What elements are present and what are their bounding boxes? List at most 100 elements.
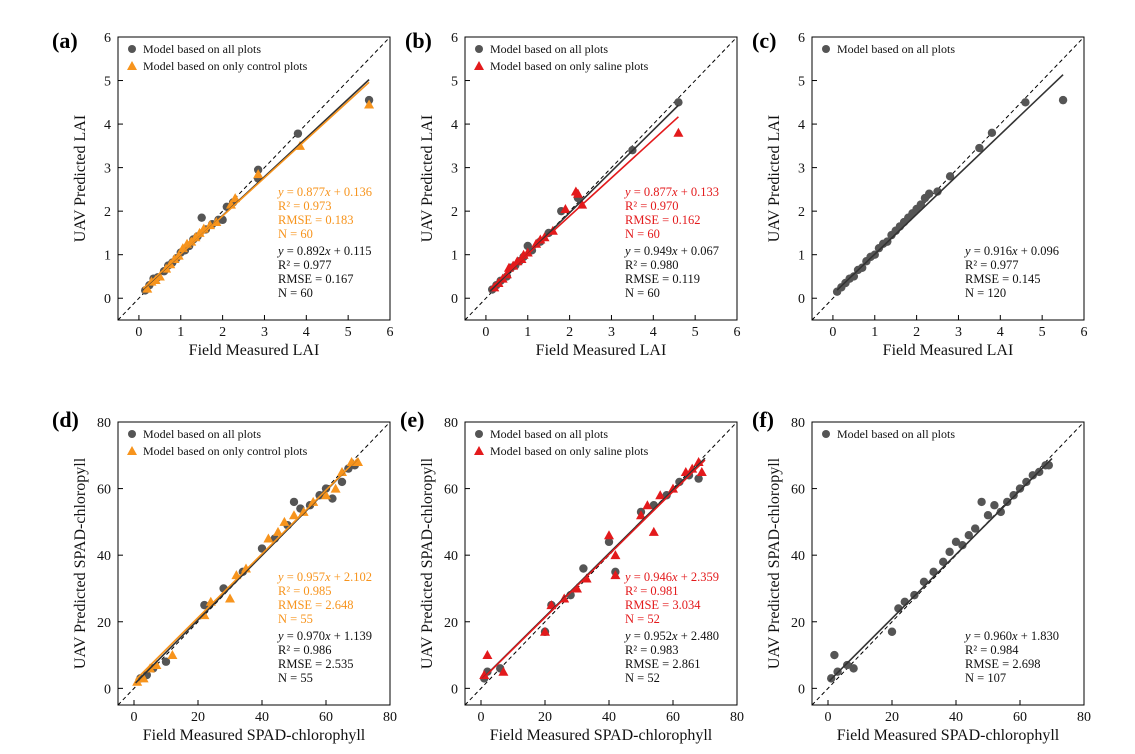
stat-intercept: + 2.480 [678, 629, 719, 643]
y-tick-label: 4 [104, 118, 111, 133]
data-point [167, 650, 178, 660]
legend-entry: Model based on all plots [490, 42, 608, 56]
stat-line: R² = 0.985 [278, 584, 332, 598]
data-point [579, 564, 588, 573]
legend-entry: Model based on all plots [143, 427, 261, 441]
plot-frame [811, 36, 1085, 321]
x-tick-label: 40 [949, 710, 963, 725]
y-tick-label: 6 [798, 31, 805, 46]
stat-line: y = 0.916x + 0.096 [963, 244, 1059, 258]
legend-entry: Model based on all plots [143, 42, 261, 56]
data-point [1058, 95, 1068, 105]
x-axis-label: Field Measured SPAD-chlorophyll [837, 727, 1060, 744]
data-point [263, 533, 274, 543]
stat-x-var: x [324, 244, 331, 258]
y-tick-label: 0 [104, 292, 111, 307]
data-point [289, 510, 299, 520]
data-point [1021, 98, 1030, 107]
legend-entry: Model based on all plots [837, 427, 955, 441]
series-subset-plots [479, 456, 707, 680]
y-tick-label: 5 [798, 75, 805, 90]
stat-line: RMSE = 0.119 [625, 272, 700, 286]
stat-line: y = 0.877x + 0.133 [623, 185, 719, 199]
stat-line: N = 60 [625, 286, 660, 300]
stat-y-var: y [963, 244, 971, 258]
y-axis-label: UAV Predicted SPAD-chloropyll [419, 457, 436, 669]
legend: Model based on all plots [822, 427, 955, 441]
data-point [289, 497, 299, 507]
x-tick-label: 60 [1013, 710, 1027, 725]
stat-line: RMSE = 2.535 [278, 657, 353, 671]
y-tick-label: 40 [444, 549, 458, 564]
data-point [522, 247, 533, 257]
y-tick-label: 1 [798, 249, 805, 264]
stat-intercept: + 0.067 [678, 244, 719, 258]
x-tick-label: 5 [1039, 325, 1046, 340]
plot-frame [811, 421, 1085, 706]
x-tick-label: 0 [135, 325, 142, 340]
data-point [241, 563, 251, 573]
data-point [498, 666, 509, 676]
data-point [330, 483, 341, 493]
stat-x-var: x [671, 629, 678, 643]
data-point [919, 577, 929, 587]
x-axis-label: Field Measured LAI [189, 342, 320, 359]
stat-eq: = 0.916 [971, 244, 1012, 258]
data-point [154, 271, 165, 281]
data-point [996, 507, 1005, 517]
stat-intercept: + 1.139 [331, 629, 372, 643]
y-tick-label: 40 [791, 549, 805, 564]
data-point [604, 537, 614, 547]
stat-line: R² = 0.977 [278, 258, 332, 272]
x-tick-label: 5 [345, 325, 352, 340]
data-point [151, 660, 162, 670]
data-point [353, 456, 363, 466]
y-tick-label: 6 [451, 31, 458, 46]
x-tick-label: 60 [666, 710, 680, 725]
data-point [328, 494, 337, 503]
stat-x-var: x [1011, 244, 1018, 258]
data-point [887, 627, 897, 636]
legend-entry: Model based on all plots [837, 42, 955, 56]
x-axis-label: Field Measured LAI [536, 342, 667, 359]
x-tick-label: 0 [478, 710, 485, 725]
data-point [279, 516, 290, 526]
legend-marker [474, 61, 484, 70]
y-tick-label: 40 [97, 549, 111, 564]
x-tick-label: 1 [524, 325, 531, 340]
data-point [849, 272, 859, 281]
data-point [257, 544, 267, 553]
stat-line: N = 55 [278, 671, 313, 685]
plot-area [118, 422, 390, 705]
data-point [225, 593, 235, 603]
stat-eq: = 0.952 [631, 629, 672, 643]
stat-line: N = 107 [965, 671, 1006, 685]
x-tick-label: 0 [829, 325, 836, 340]
data-point [315, 491, 324, 500]
x-tick-label: 6 [387, 325, 394, 340]
y-tick-label: 5 [104, 75, 111, 90]
x-tick-label: 1 [871, 325, 878, 340]
x-tick-label: 1 [177, 325, 184, 340]
data-point [939, 557, 948, 567]
y-tick-label: 80 [444, 416, 458, 431]
data-point [1015, 484, 1025, 493]
data-point [142, 283, 153, 293]
x-tick-label: 3 [261, 325, 268, 340]
plot-frame [117, 421, 391, 706]
y-tick-label: 2 [104, 205, 111, 220]
data-point [849, 664, 858, 673]
data-point [337, 466, 347, 476]
legend-marker [822, 45, 830, 53]
stat-y-var: y [623, 629, 631, 643]
plot-area [465, 422, 737, 705]
stat-line: N = 52 [625, 612, 660, 626]
legend-entry: Model based on only control plots [143, 59, 308, 73]
data-point [138, 673, 149, 683]
x-tick-label: 6 [734, 325, 741, 340]
legend-marker [475, 430, 483, 438]
stat-x-var: x [1011, 629, 1018, 643]
data-point [479, 670, 490, 680]
x-tick-label: 80 [1077, 710, 1091, 725]
